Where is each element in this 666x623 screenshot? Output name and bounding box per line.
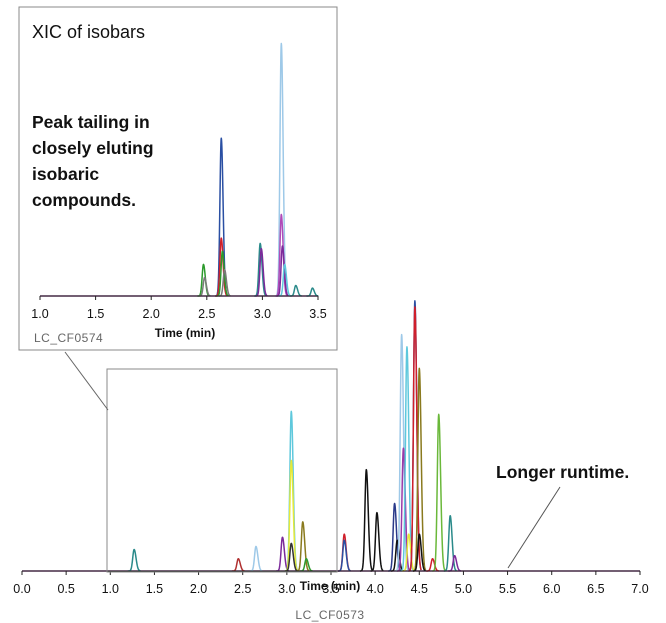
main-tick-label-10: 5.0 [455,582,472,596]
main-peak-13 [387,502,402,572]
inset-tick-label-1: 1.5 [87,307,104,321]
inset-annotation-line-4: compounds. [32,190,136,210]
inset-tick-label-3: 2.5 [198,307,215,321]
main-peak-25 [443,514,458,572]
inset-x-axis-label: Time (min) [155,326,215,340]
main-tick-label-3: 1.5 [146,582,163,596]
main-tick-label-14: 7.0 [631,582,648,596]
main-chromatogram: 0.0 0.5 1.0 1.5 2.0 2.5 3.0 3.5 4.0 4.5 5.0 5.5 6.0 6… [13,300,649,622]
inset-peak-10 [275,245,289,297]
inset-tick-label-4: 3.0 [254,307,271,321]
main-peak-5 [284,459,299,572]
inset-title: XIC of isobars [32,22,145,42]
main-peak-12 [370,511,384,572]
longer-runtime-annotation: Longer runtime. [496,462,629,482]
main-tick-label-5: 2.5 [234,582,251,596]
inset-tick-label-2: 2.0 [143,307,160,321]
main-tick-label-2: 1.0 [102,582,119,596]
main-peak-0 [127,548,142,572]
main-peak-2 [249,545,263,572]
inset-tick-label-5: 3.5 [309,307,326,321]
inset-tick-label-0: 1.0 [31,307,48,321]
main-figure-code: LC_CF0573 [295,608,364,622]
zoom-connector-line [64,351,109,411]
inset-annotation: Peak tailing in closely eluting isobaric… [32,112,158,210]
main-tick-label-7: 3.5 [322,582,339,596]
main-peak-24 [431,413,446,572]
main-tick-label-13: 6.5 [587,582,604,596]
main-tick-label-11: 5.5 [499,582,516,596]
main-tick-label-1: 0.5 [57,582,74,596]
main-peak-16 [396,447,411,572]
main-tick-label-6: 3.0 [278,582,295,596]
main-tick-label-12: 6.0 [543,582,560,596]
main-peak-7 [295,521,310,572]
main-tick-label-8: 4.0 [366,582,383,596]
main-peak-10 [337,539,352,572]
inset-annotation-line-1: Peak tailing in [32,112,150,132]
main-peak-21 [412,367,427,572]
main-tick-label-4: 2.0 [190,582,207,596]
main-peak-11 [359,468,374,572]
main-tick-label-0: 0.0 [13,582,30,596]
main-peak-15 [394,333,409,572]
main-tick-label-9: 4.5 [411,582,428,596]
main-peak-20 [407,306,422,572]
main-x-ticks: 0.0 0.5 1.0 1.5 2.0 2.5 3.0 3.5 4.0 4.5 5.0 5.5 6.0 6… [13,571,649,596]
inset-figure-code: LC_CF0574 [34,331,103,345]
inset-annotation-line-3: isobaric [32,164,99,184]
inset-peak-7 [254,247,268,297]
main-x-axis-label: Time (min) [300,579,360,593]
inset-annotation-line-2: closely eluting [32,138,154,158]
zoom-region-box [106,368,338,573]
main-peak-1 [231,557,246,572]
inset-x-ticks: 1.0 1.5 2.0 2.5 3.0 3.5 [31,296,327,321]
inset-xic-chart: XIC of isobars Peak tailing in closely e… [18,6,338,351]
longer-runtime-pointer [507,486,561,569]
main-peak-23 [425,557,440,572]
